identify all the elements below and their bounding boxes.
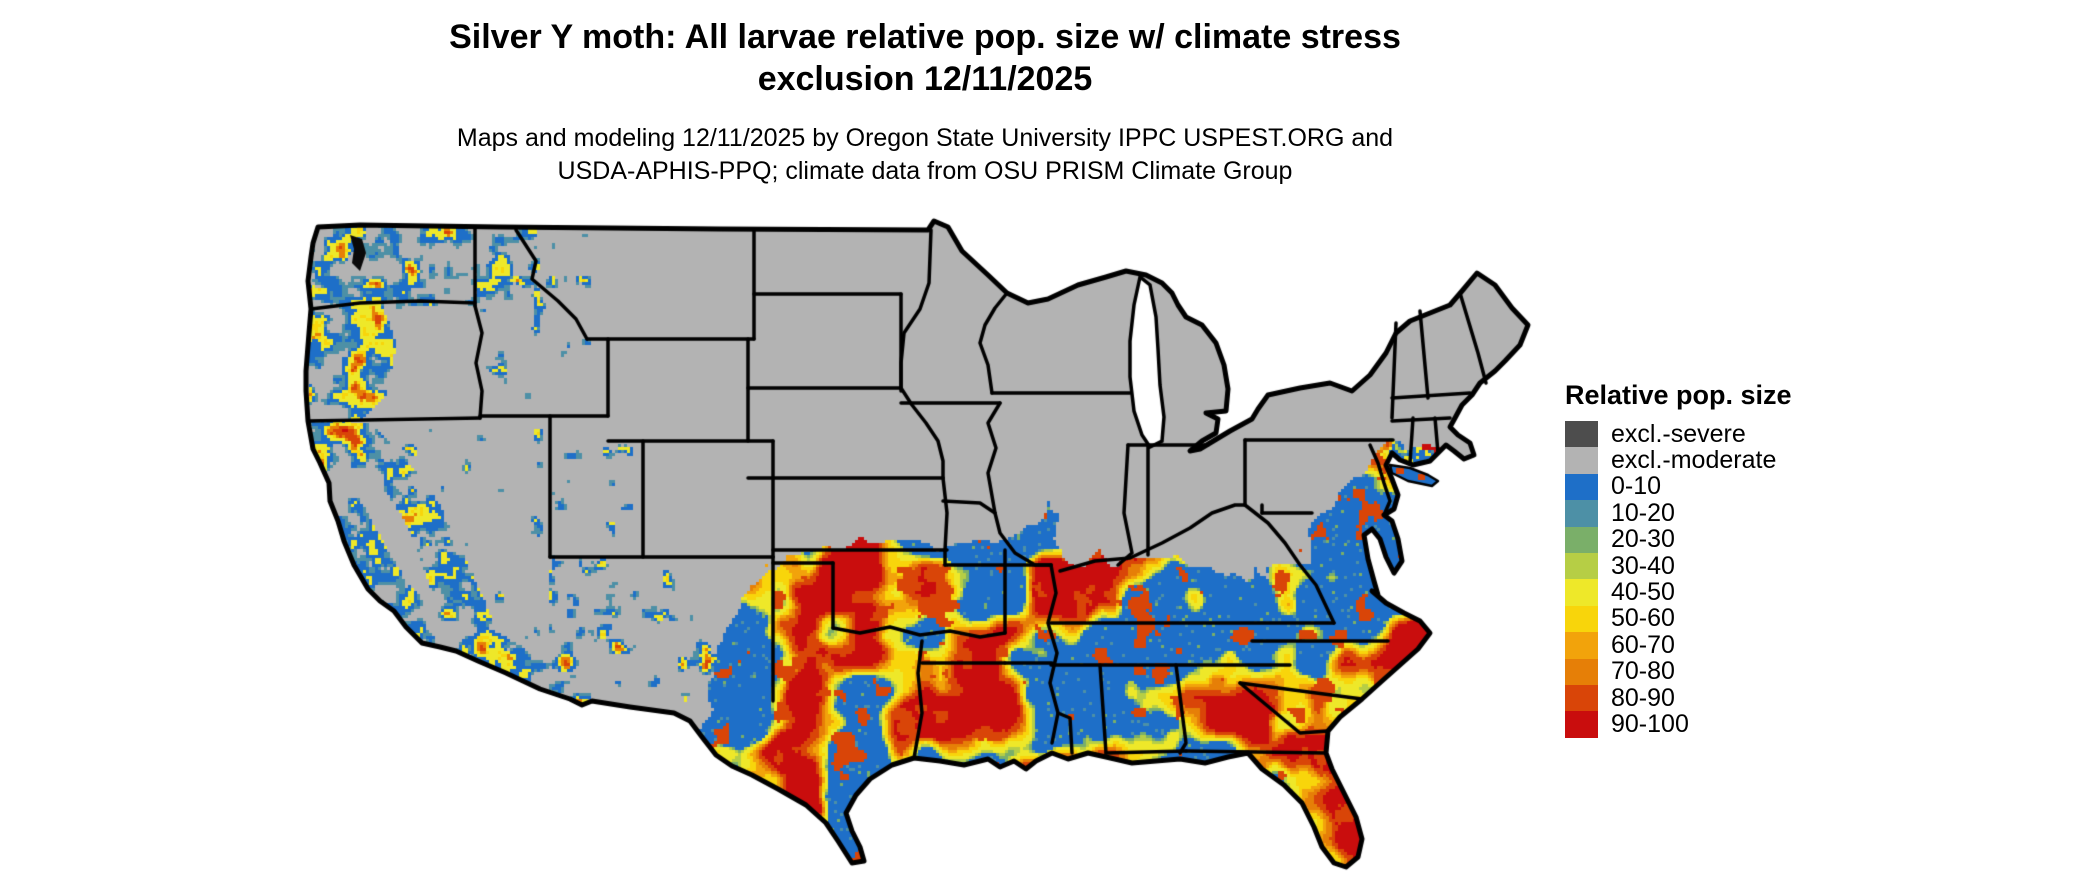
legend-swatch bbox=[1565, 500, 1598, 527]
legend-swatch bbox=[1565, 658, 1598, 685]
legend-label: 0-10 bbox=[1611, 472, 1662, 501]
title-line-2: exclusion 12/11/2025 bbox=[757, 60, 1093, 98]
legend-item: 10-20 bbox=[1565, 498, 1792, 527]
title-line-1: Silver Y moth: All larvae relative pop. … bbox=[449, 18, 1401, 56]
subtitle-line-1: Maps and modeling 12/11/2025 by Oregon S… bbox=[456, 124, 1394, 152]
legend-swatch bbox=[1565, 684, 1598, 712]
legend-items: excl.-severe excl.-moderate 0-10 10-20 2… bbox=[1565, 419, 1792, 738]
legend-item: 40-50 bbox=[1565, 578, 1792, 607]
legend-item: excl.-moderate bbox=[1565, 446, 1792, 475]
legend-swatch bbox=[1565, 632, 1598, 659]
legend-label: 10-20 bbox=[1611, 498, 1675, 527]
legend-label: 80-90 bbox=[1611, 683, 1675, 712]
legend-item: 30-40 bbox=[1565, 551, 1792, 580]
legend-swatch bbox=[1565, 526, 1598, 553]
legend-item: 50-60 bbox=[1565, 604, 1792, 633]
legend-item: 20-30 bbox=[1565, 525, 1792, 554]
legend-label: 50-60 bbox=[1611, 604, 1675, 633]
legend-label: excl.-severe bbox=[1611, 419, 1746, 448]
legend-item: 90-100 bbox=[1565, 710, 1792, 738]
legend-item: 60-70 bbox=[1565, 630, 1792, 659]
legend-swatch bbox=[1565, 421, 1598, 448]
legend-item: 80-90 bbox=[1565, 683, 1792, 712]
legend-swatch bbox=[1565, 552, 1598, 580]
legend-label: 60-70 bbox=[1611, 630, 1675, 659]
legend-label: 30-40 bbox=[1611, 551, 1675, 580]
legend-item: 70-80 bbox=[1565, 657, 1792, 686]
legend-label: 40-50 bbox=[1611, 578, 1675, 607]
legend-swatch bbox=[1565, 447, 1598, 474]
legend: Relative pop. size excl.-severe excl.-mo… bbox=[1565, 380, 1792, 738]
legend-label: excl.-moderate bbox=[1611, 446, 1777, 475]
legend-swatch bbox=[1565, 579, 1598, 606]
legend-swatch bbox=[1565, 605, 1598, 633]
legend-item: 0-10 bbox=[1565, 472, 1792, 501]
page-title: Silver Y moth: All larvae relative pop. … bbox=[300, 16, 1550, 100]
legend-swatch bbox=[1565, 473, 1598, 501]
page-subtitle: Maps and modeling 12/11/2025 by Oregon S… bbox=[300, 122, 1550, 188]
legend-label: 20-30 bbox=[1611, 525, 1675, 554]
legend-title: Relative pop. size bbox=[1565, 380, 1792, 410]
us-risk-map-canvas bbox=[300, 213, 1545, 892]
legend-item: excl.-severe bbox=[1565, 419, 1792, 448]
legend-label: 70-80 bbox=[1611, 657, 1675, 686]
subtitle-line-2: USDA-APHIS-PPQ; climate data from OSU PR… bbox=[557, 157, 1293, 185]
legend-label: 90-100 bbox=[1611, 710, 1689, 738]
legend-swatch bbox=[1565, 711, 1598, 738]
